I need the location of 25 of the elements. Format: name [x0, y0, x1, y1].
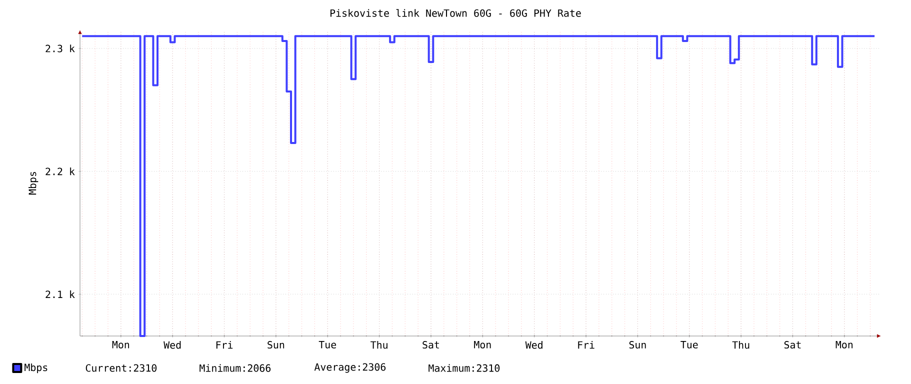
x-tick-label: Thu — [732, 341, 750, 349]
x-tick-label: Mon — [112, 341, 130, 348]
text: Maximum:2310 — [428, 364, 500, 372]
text: Average:2306 — [314, 363, 386, 373]
x-tick-label: Sun — [268, 341, 284, 349]
x-tick-label: Mon — [474, 341, 491, 348]
x-tick-label: Mon — [836, 341, 853, 348]
x-tick-label: Thu — [370, 341, 388, 349]
y-tick-label: 2.3 k — [46, 44, 75, 52]
x-tick-label: Sat — [422, 341, 439, 349]
y-tick-label: 2.2 k — [46, 168, 75, 176]
legend-label: Mbps — [24, 363, 48, 374]
x-tick-label: Fri — [216, 341, 233, 349]
x-tick-label: Tue — [318, 341, 336, 348]
text: Minimum:2066 — [200, 364, 271, 372]
y-tick-label: 2.1 k — [46, 290, 75, 298]
chart-title: Piskoviste link NewTown 60G - 60G PHY Rate — [330, 9, 581, 17]
x-tick-label: Wed — [164, 341, 181, 349]
x-tick-label: Fri — [578, 341, 594, 349]
text: Current:2310 — [86, 364, 157, 372]
y-axis-title: Mbps — [28, 172, 38, 195]
x-tick-label: Sat — [784, 341, 801, 349]
x-tick-label: Wed — [525, 341, 542, 349]
x-tick-label: Tue — [680, 341, 698, 348]
x-tick-label: Sun — [629, 341, 646, 349]
